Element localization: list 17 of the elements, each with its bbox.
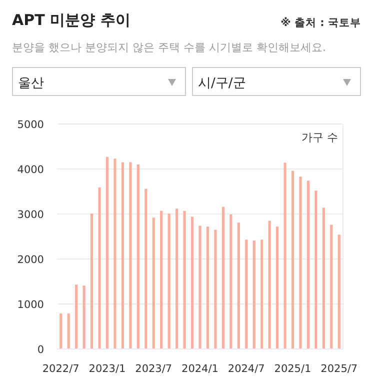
x-tick-label: 2025/7	[320, 363, 358, 375]
ylabel: 가구 수	[302, 131, 338, 144]
subtitle: 분양을 했으나 분양되지 않은 주택 수를 시기별로 확인해보세요.	[12, 41, 326, 54]
x-tick-label: 2025/1	[274, 363, 312, 375]
x-tick-label: 2022/7	[42, 363, 80, 375]
title: APT 미분양 추이	[12, 11, 130, 29]
y-tick-label: 5000	[17, 119, 44, 131]
x-tick-label: 2024/7	[228, 363, 265, 375]
y-tick-label: 4000	[17, 164, 44, 176]
x-tick-label: 2023/7	[135, 363, 172, 375]
x-tick-label: 2024/1	[182, 363, 218, 375]
y-tick-label: 1000	[17, 299, 44, 311]
source: ※ 출처 : 국토부	[280, 17, 361, 29]
y-tick-label: 2000	[17, 254, 44, 266]
y-tick-label: 3000	[17, 209, 44, 221]
x-tick-label: 2023/1	[88, 363, 126, 375]
y-tick-label: 0	[37, 344, 44, 356]
